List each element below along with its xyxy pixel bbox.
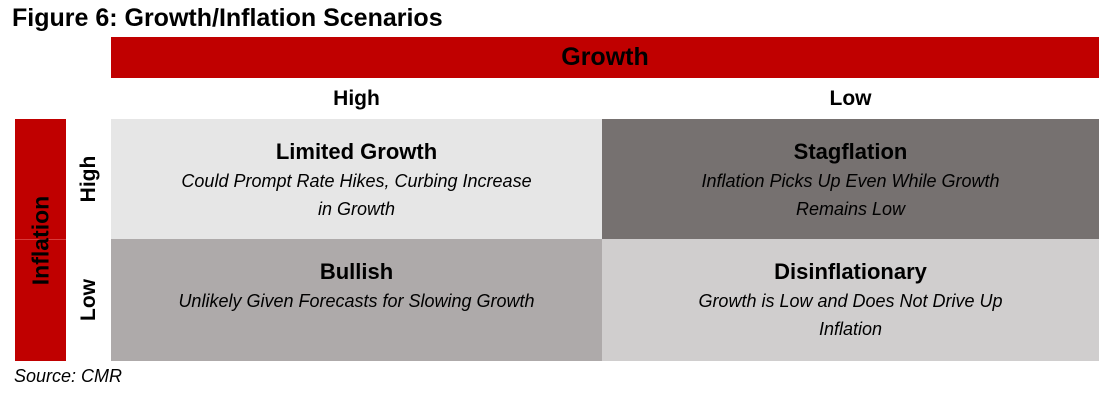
scenario-cell-bullish: Bullish Unlikely Given Forecasts for Slo… [111, 239, 602, 361]
scenario-title: Bullish [319, 259, 394, 284]
scenario-description: Inflation Picks Up Even While Growth Rem… [701, 171, 1000, 219]
inflation-axis-header: Inflation [15, 119, 66, 361]
figure-title: Figure 6: Growth/Inflation Scenarios [12, 4, 443, 32]
scenario-description: Growth is Low and Does Not Drive Up Infl… [698, 291, 1003, 339]
inflation-low-label: Low [77, 279, 100, 321]
scenario-cell-limited-growth: Limited Growth Could Prompt Rate Hikes, … [111, 119, 602, 239]
scenario-title: Limited Growth [275, 139, 438, 164]
source-note: Source: CMR [14, 366, 123, 386]
inflation-axis-label: Inflation [27, 195, 54, 286]
growth-high-label: High [333, 87, 380, 110]
scenario-cell-stagflation: Stagflation Inflation Picks Up Even Whil… [602, 119, 1099, 239]
growth-low-label: Low [829, 87, 872, 110]
growth-axis-header: Growth [111, 37, 1099, 78]
inflation-high-label: High [77, 155, 100, 203]
scenario-title: Disinflationary [774, 259, 927, 284]
scenario-description: Unlikely Given Forecasts for Slowing Gro… [178, 291, 535, 311]
inflation-axis-divider [15, 239, 66, 240]
scenario-title: Stagflation [793, 139, 908, 164]
growth-axis-label: Growth [561, 43, 649, 71]
scenario-description: Could Prompt Rate Hikes, Curbing Increas… [181, 171, 532, 219]
scenario-cell-disinflationary: Disinflationary Growth is Low and Does N… [602, 239, 1099, 361]
